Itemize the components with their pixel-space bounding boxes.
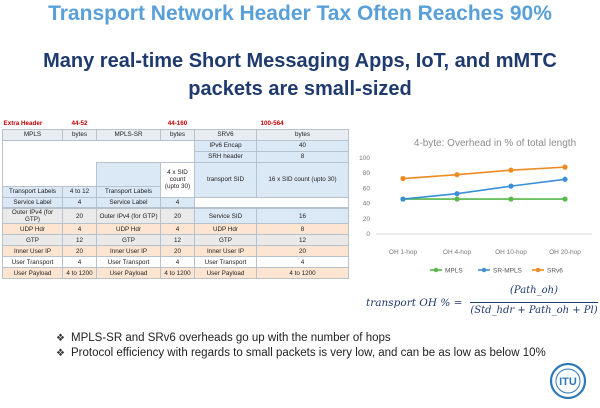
- y-tick-label: 40: [363, 201, 371, 208]
- extra-mpls-range: 44-52: [71, 120, 88, 128]
- x-tick-label: OH 10-hop: [495, 249, 527, 256]
- y-tick-label: 60: [363, 185, 371, 192]
- data-point-srv6: [454, 172, 460, 178]
- data-point-srv6: [400, 175, 406, 182]
- table-row: Transport Labels 4 to 12 Transport Label…: [2, 185, 349, 198]
- header-overhead-table: Extra Header 44-52 44-160 100-564 MPLS b…: [2, 119, 349, 279]
- diamond-bullet-icon: ❖: [56, 348, 65, 359]
- formula-lhs: transport OH % =: [366, 297, 463, 309]
- formula-numerator: (Path_oh): [510, 285, 558, 296]
- y-tick-label: 0: [366, 231, 370, 238]
- formula-denominator: (Std_hdr + Path_oh + Pl): [470, 305, 598, 316]
- series-line-sr-mpls: [402, 178, 566, 200]
- legend-marker: [433, 267, 439, 273]
- data-point-sr-mpls: [454, 191, 460, 197]
- table-row: IPv6 Encap 40: [2, 139, 349, 162]
- data-point-sr-mpls: [562, 176, 568, 182]
- extra-header-label: Extra Header: [3, 120, 43, 128]
- data-point-mpls: [508, 196, 514, 202]
- logo-inner-ring: [555, 368, 581, 394]
- col-header-bytes: bytes: [160, 128, 195, 141]
- mpls-transport-labels: Transport Labels: [2, 185, 63, 198]
- data-point-sr-mpls: [508, 183, 514, 189]
- logo-text: ITU: [559, 376, 577, 388]
- itu-logo: ITU: [549, 362, 587, 400]
- diamond-bullet-icon: ❖: [56, 333, 65, 344]
- col-header-mpls-sr: MPLS-SR: [96, 128, 161, 141]
- subtitle-line-2: packets are small-sized: [188, 78, 412, 100]
- data-point-mpls: [454, 196, 460, 202]
- legend-marker: [481, 267, 487, 273]
- overhead-line-chart: 4-byte: Overhead in % of total length 0 2…: [359, 138, 592, 274]
- srv6-srh-header: SRH header: [194, 150, 257, 163]
- data-point-sr-mpls: [400, 196, 406, 202]
- table-row: Outer IPv4 (for GTP) 20 Outer IPv4 (for …: [2, 207, 349, 224]
- bullet-item: ❖ Protocol efficiency with regards to sma…: [56, 347, 546, 359]
- srv6-ipv6-encap: IPv6 Encap: [194, 139, 257, 152]
- extra-srmpls-range: 44-160: [167, 120, 188, 128]
- subtitle-line-1: Many real-time Short Messaging Apps, IoT…: [43, 50, 557, 72]
- data-point-srv6: [508, 167, 514, 173]
- table-row: GTP 12 GTP 12 GTP 12: [2, 234, 349, 246]
- srv6-transport-sid: transport SID: [194, 161, 257, 198]
- x-tick-label: OH 20-hop: [549, 249, 581, 256]
- col-header-mpls: MPLS: [2, 128, 63, 141]
- srv6-sid-count: 16 x SID count (upto 30): [256, 161, 349, 198]
- x-tick-label: OH 1-hop: [389, 249, 418, 256]
- table-row: User Payload 4 to 1200 User Payload 4 to…: [2, 267, 349, 279]
- srmpls-transport-labels: Transport Labels: [96, 185, 161, 198]
- legend-label: MPLS: [445, 267, 463, 274]
- y-tick-label: 80: [363, 170, 371, 177]
- col-header-bytes: bytes: [62, 128, 97, 141]
- data-point-mpls: [562, 196, 568, 202]
- formula-fraction-bar: [470, 302, 598, 303]
- srmpls-service-label: Service Label: [96, 196, 161, 209]
- col-header-bytes: bytes: [256, 128, 349, 141]
- logo-ring: [549, 362, 587, 400]
- chart-title: 4-byte: Overhead in % of total length: [414, 138, 576, 149]
- table-row: Service Label 4 Service Label 4: [2, 196, 349, 209]
- extra-srv6-range: 100-564: [260, 120, 284, 128]
- x-tick-label: OH 4-hop: [443, 249, 472, 256]
- legend-label: SR-MPLS: [493, 267, 523, 274]
- slide-subtitle: Many real-time Short Messaging Apps, IoT…: [0, 47, 600, 103]
- top-title: Transport Network Header Tax Often Reach…: [48, 2, 552, 25]
- overhead-formula: transport OH % = (Path_oh) (Std_hdr + Pa…: [366, 285, 598, 327]
- sr-sid-count: 4 x SID count (upto 30): [160, 161, 195, 198]
- bullet-list: ❖ MPLS-SR and SRv6 overheads go up with t…: [56, 331, 556, 361]
- table-row: User Transport 4 User Transport 4 User T…: [2, 256, 349, 268]
- y-tick-label: 20: [363, 216, 371, 223]
- col-header-srv6: SRV6: [194, 128, 257, 141]
- series-line-srv6: [402, 166, 566, 180]
- table-row: UDP Hdr 4 UDP Hdr 4 UDP Hdr 8: [2, 223, 349, 235]
- table-header-row: MPLS bytes MPLS-SR bytes SRV6 bytes: [2, 128, 349, 141]
- legend-label: SRv6: [547, 267, 563, 274]
- bullet-item: ❖ MPLS-SR and SRv6 overheads go up with t…: [56, 332, 391, 344]
- table-row: Inner User IP 20 Inner User IP 20 Inner …: [2, 245, 349, 257]
- y-tick-label: 100: [359, 155, 370, 162]
- mpls-service-label: Service Label: [2, 196, 63, 209]
- legend-marker: [535, 267, 541, 273]
- table-row: SRH header 8: [3, 150, 349, 163]
- data-point-srv6: [562, 164, 568, 170]
- table-row: 4 x SID count (upto 30) transport SID 16…: [2, 161, 349, 198]
- extra-header-row: Extra Header 44-52 44-160 100-564: [3, 119, 349, 129]
